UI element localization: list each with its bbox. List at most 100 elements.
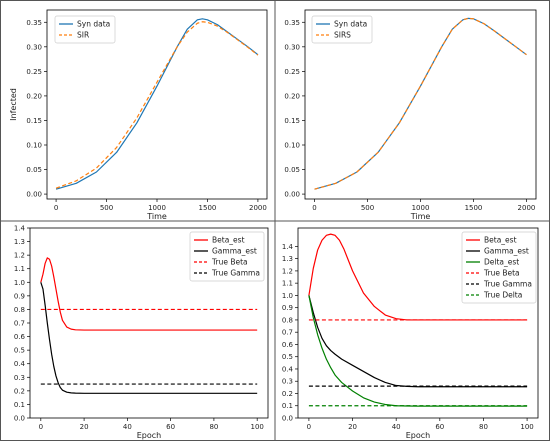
- y-tick-label: 0.00: [284, 191, 300, 199]
- y-tick-label: 0.3: [282, 378, 293, 386]
- y-tick-label: 0.0: [282, 415, 293, 423]
- y-tick-label: 1.3: [14, 238, 25, 246]
- x-tick-label: 80: [209, 423, 218, 431]
- y-tick-label: 0.00: [26, 191, 42, 199]
- axes-frame: [297, 227, 539, 419]
- legend-box: [54, 15, 116, 44]
- y-tick-label: 0.35: [26, 19, 42, 27]
- x-tick-label: 1500: [199, 204, 217, 212]
- series-line-sir: [55, 21, 259, 189]
- chart-panel-1: 0 500 1000 1500 2000 0.00 0.05 0.10 0.15 0.20 0.25…: [9, 9, 268, 221]
- legend: Beta_est Gamma_est True Beta True Gamma: [189, 231, 265, 282]
- y-tick-label: 0.4: [14, 360, 26, 368]
- x-tick-label: 0: [39, 423, 43, 431]
- x-tick-label: 1500: [465, 204, 483, 212]
- x-tick-label: 2000: [249, 204, 267, 212]
- y-tick-label: 0.5: [282, 353, 293, 361]
- y-tick-label: 0.0: [14, 415, 25, 423]
- x-tick-label: 40: [123, 423, 132, 431]
- x-tick-label: 20: [80, 423, 89, 431]
- x-tick-label: 0: [312, 204, 316, 212]
- y-tick-label: 0.4: [282, 365, 294, 373]
- x-axis-label: Time: [146, 212, 167, 221]
- x-tick-label: 60: [435, 423, 444, 431]
- chart-panel-3: 0 20 40 60 80 100 0.0 0.1 0.2 0.3 0.4 0.5 0.6 0.7 0.8 0…: [14, 225, 269, 440]
- y-tick-label: 1.4: [282, 243, 294, 251]
- y-tick-label: 0.6: [282, 341, 294, 349]
- legend: Beta_est Gamma_est Delta_est True Beta True …: [461, 231, 537, 304]
- y-axis-label: Infected: [9, 88, 18, 121]
- y-tick-label: 1.2: [14, 252, 25, 260]
- y-tick-label: 0.25: [284, 68, 300, 76]
- legend-label: True Delta: [483, 291, 522, 300]
- y-tick-label: 0.05: [284, 166, 300, 174]
- x-tick-label: 1000: [148, 204, 166, 212]
- series-line-delta-est: [308, 295, 528, 407]
- legend: Syn data SIR: [54, 15, 116, 44]
- y-tick-label: 0.9: [282, 304, 293, 312]
- legend: Syn data SIRS: [311, 15, 373, 44]
- y-tick-label: 0.9: [14, 292, 25, 300]
- legend-label: Syn data: [334, 20, 367, 29]
- legend-label: True Beta: [211, 258, 248, 267]
- y-tick-label: 0.2: [282, 390, 293, 398]
- x-axis-label: Epoch: [137, 431, 162, 440]
- y-tick-label: 0.10: [26, 142, 42, 150]
- x-tick-label: 500: [100, 204, 113, 212]
- y-tick-label: 0.6: [14, 333, 26, 341]
- y-tick-label: 0.35: [284, 19, 300, 27]
- legend-label: Beta_est: [212, 236, 245, 245]
- x-tick-label: 100: [250, 423, 263, 431]
- y-tick-label: 0.15: [26, 117, 42, 125]
- chart-panel-4: 0 20 40 60 80 100 0.0 0.1 0.2 0.3 0.4 0.5 0.6 0.7 0.8 0…: [282, 227, 539, 440]
- y-tick-label: 0.1: [282, 402, 293, 410]
- y-tick-label: 0.2: [14, 387, 25, 395]
- x-tick-label: 0: [307, 423, 311, 431]
- legend-label: Gamma_est: [212, 247, 257, 256]
- y-tick-label: 1.0: [282, 292, 293, 300]
- y-tick-label: 1.1: [282, 280, 293, 288]
- legend-label: SIR: [77, 31, 89, 40]
- series-line-sirs: [314, 17, 527, 190]
- y-tick-label: 1.3: [282, 255, 293, 263]
- legend-label: Syn data: [77, 20, 110, 29]
- legend-label: True Gamma: [211, 269, 260, 278]
- y-tick-label: 1.2: [282, 267, 293, 275]
- y-tick-label: 0.8: [14, 306, 25, 314]
- y-tick-label: 0.7: [14, 320, 25, 328]
- legend-box: [461, 231, 537, 304]
- series-line-beta-est: [40, 257, 258, 331]
- legend-label: True Gamma: [483, 280, 532, 289]
- y-tick-label: 1.4: [14, 225, 26, 233]
- y-tick-label: 0.3: [14, 374, 25, 382]
- x-tick-label: 500: [361, 204, 374, 212]
- x-axis-label: Time: [410, 212, 431, 221]
- y-tick-label: 0.1: [14, 401, 25, 409]
- x-axis-label: Epoch: [406, 431, 431, 440]
- legend-label: Gamma_est: [484, 247, 529, 256]
- y-tick-label: 0.30: [284, 43, 300, 51]
- y-tick-label: 0.15: [284, 117, 300, 125]
- x-tick-label: 20: [348, 423, 357, 431]
- y-tick-label: 0.5: [14, 347, 25, 355]
- y-tick-label: 0.25: [26, 68, 42, 76]
- chart-panel-2: 0 500 1000 1500 2000 0.00 0.05 0.10 0.15 0.20 0.25…: [284, 9, 537, 221]
- y-tick-label: 0.20: [284, 92, 300, 100]
- y-tick-label: 0.30: [26, 43, 42, 51]
- y-tick-label: 1.0: [14, 279, 25, 287]
- legend-box: [311, 15, 373, 44]
- legend-label: SIRS: [334, 31, 351, 40]
- series-line-gamma-est: [308, 295, 528, 388]
- legend-box: [189, 231, 265, 282]
- x-tick-label: 40: [392, 423, 401, 431]
- x-tick-label: 80: [479, 423, 488, 431]
- y-tick-label: 0.05: [26, 166, 42, 174]
- legend-label: True Beta: [483, 269, 520, 278]
- y-tick-label: 0.20: [26, 92, 42, 100]
- x-tick-label: 1000: [412, 204, 430, 212]
- series-line-gamma-est: [40, 282, 258, 394]
- y-tick-label: 0.7: [282, 329, 293, 337]
- y-tick-label: 0.8: [282, 316, 293, 324]
- x-tick-label: 2000: [518, 204, 536, 212]
